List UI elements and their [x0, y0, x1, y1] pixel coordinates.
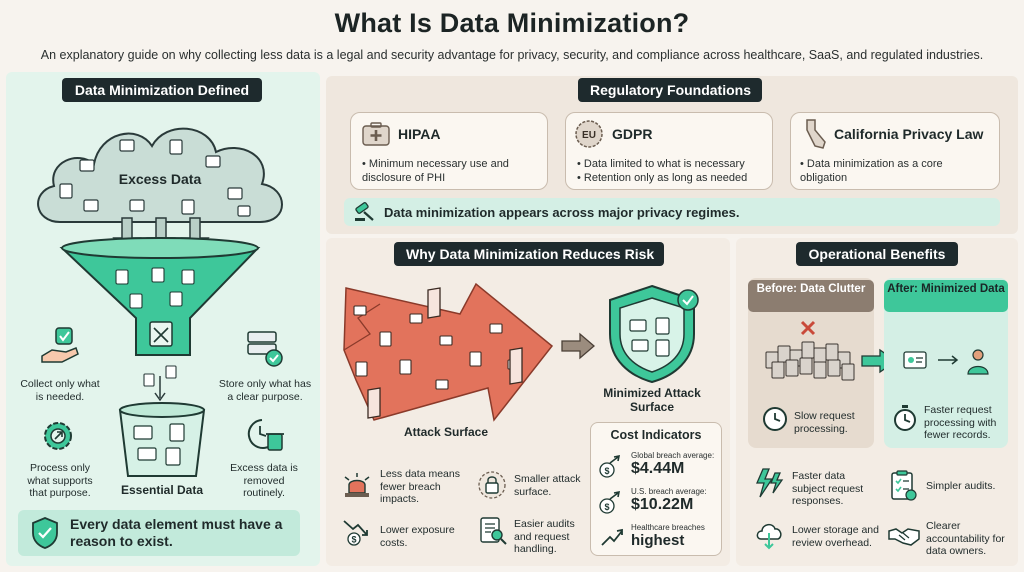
op-benefit-storage: Lower storage and review overhead. [792, 524, 879, 549]
principle-store: Store only what has a clear purpose. [218, 378, 312, 403]
stopwatch-icon [890, 402, 920, 434]
california-card [790, 112, 1000, 190]
svg-text:$: $ [351, 535, 356, 545]
data-minimization-defined-heading: Data Minimization Defined [62, 78, 262, 102]
cost-us-label: U.S. breach average: [631, 487, 707, 496]
regulatory-heading: Regulatory Foundations [578, 78, 762, 102]
alarm-siren-icon [340, 470, 374, 500]
cost-trend-icon: $ [597, 488, 627, 516]
cost-heading: Cost Indicators [610, 428, 702, 442]
hipaa-title: HIPAA [398, 126, 441, 142]
risk-benefit-cost: Lower exposure costs. [380, 524, 455, 549]
svg-text:EU: EU [582, 130, 596, 141]
gdpr-bullet-1: • Data limited to what is necessary [577, 158, 745, 170]
attack-surface-label: Attack Surface [403, 425, 489, 439]
op-benefit-accountability: Clearer accountability for data owners. [926, 520, 1005, 557]
minimized-shield [609, 284, 699, 384]
attack-surface-arrow [343, 282, 554, 422]
page-subtitle: An explanatory guide on why collecting l… [40, 48, 984, 62]
risk-benefit-breach: Less data means fewer breach impacts. [380, 468, 460, 505]
op-benefit-faster-dsr: Faster data subject request responses. [792, 470, 864, 507]
california-bullet: • Data minimization as a core obligation [800, 158, 943, 184]
clock-icon [760, 404, 790, 434]
essential-data-bucket [118, 402, 206, 477]
cost-global-label: Global breach average: [631, 451, 715, 460]
hipaa-card [350, 112, 548, 190]
eu-badge-icon: EU [572, 118, 606, 150]
gdpr-bullet-2: • Retention only as long as needed [577, 172, 748, 184]
data-clutter-illustration [765, 320, 855, 381]
minimized-data-illustration [903, 349, 989, 375]
california-title: California Privacy Law [834, 126, 984, 142]
regulatory-banner-text: Data minimization appears across major p… [384, 205, 740, 220]
cost-down-icon: $ [340, 514, 374, 548]
before-caption: Slow request processing. [794, 410, 855, 435]
gdpr-card [565, 112, 773, 190]
cloud-label: Excess Data [119, 171, 202, 187]
gear-arrow-icon [38, 416, 78, 456]
risk-benefit-audit: Easier audits and request handling. [514, 518, 575, 555]
operational-heading: Operational Benefits [796, 242, 958, 266]
cost-indicators-box [590, 422, 722, 556]
before-title: Before: Data Clutter [748, 280, 874, 312]
cost-trend-icon [597, 524, 627, 552]
after-caption: Faster request processing with fewer rec… [924, 404, 997, 441]
lightning-icon [752, 466, 788, 502]
page-title: What Is Data Minimization? [334, 8, 690, 38]
gavel-icon [352, 200, 378, 224]
callout-text: Every data element must have a reason to… [70, 516, 283, 549]
svg-text:$: $ [604, 502, 609, 512]
excess-data-illustration: Excess Data [37, 127, 283, 402]
svg-text:$: $ [604, 466, 609, 476]
hand-check-icon [38, 326, 82, 368]
funnel [59, 237, 261, 356]
cloud-down-icon [752, 516, 788, 552]
op-benefit-audits: Simpler audits. [926, 480, 996, 492]
hipaa-bullet: • Minimum necessary use and disclosure o… [362, 158, 509, 184]
cost-healthcare-value: highest [631, 532, 685, 549]
risk-benefit-surface: Smaller attack surface. [514, 473, 581, 498]
excess-data-cloud [37, 127, 283, 223]
california-map-icon [800, 118, 830, 150]
cost-healthcare-label: Healthcare breaches [631, 523, 705, 532]
shield-check-icon [28, 514, 62, 552]
clipboard-check-icon [886, 468, 920, 504]
principle-remove: Excess data is removed routinely. [230, 462, 298, 499]
cost-global-value: $4.44M [631, 460, 685, 477]
risk-heading: Why Data Minimization Reduces Risk [394, 242, 664, 266]
after-title: After: Minimized Data [884, 280, 1008, 312]
callout-box [18, 510, 300, 556]
transition-arrow [561, 332, 595, 360]
bucket-label: Essential Data [120, 483, 204, 497]
audit-search-icon [476, 514, 510, 548]
principle-process: Process only what supports that purpose. [27, 462, 93, 499]
cost-us-value: $10.22M [631, 496, 694, 513]
minimized-label: Minimized Attack Surface [603, 386, 701, 414]
principle-collect: Collect only what is needed. [20, 378, 100, 403]
padlock-icon [476, 470, 508, 500]
medical-kit-icon [360, 120, 392, 148]
server-check-icon [242, 328, 286, 370]
gdpr-title: GDPR [612, 126, 653, 142]
clock-trash-icon [240, 414, 288, 456]
regulatory-banner [344, 198, 1000, 226]
handshake-icon [886, 520, 922, 552]
cost-trend-icon: $ [597, 452, 627, 480]
